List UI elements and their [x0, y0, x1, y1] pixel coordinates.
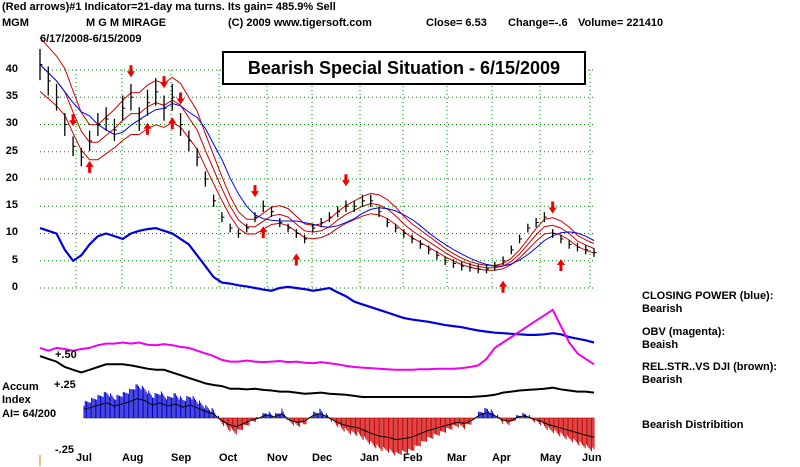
buy-arrow [259, 226, 268, 239]
buy-arrow [499, 280, 508, 293]
buy-arrow [292, 253, 301, 266]
close-value: Close= 6.53 [426, 17, 487, 29]
accum-index-bars [83, 384, 595, 456]
relstr-path [39, 355, 595, 398]
accum-label-line1: Accum [2, 381, 39, 393]
chart-title-banner: Bearish Special Situation - 6/15/2009 [222, 51, 586, 85]
closing-power-title: CLOSING POWER (blue): [642, 290, 774, 302]
obv-legend: OBV (magenta): Beaish [642, 326, 725, 352]
y-tick-label: 35 [5, 90, 18, 102]
y-tick-label: 30 [5, 117, 18, 129]
change-value: Change=-.6 [508, 17, 568, 29]
indicator-header: (Red arrows)#1 Indicator=21-day ma turns… [2, 1, 336, 13]
obv-path [39, 308, 595, 371]
x-tick-label: Sep [171, 452, 192, 464]
closing-power-line [39, 226, 595, 344]
x-tick-label: May [540, 452, 562, 464]
x-tick-label: Aug [122, 452, 144, 464]
y-tick-label: 25 [5, 145, 18, 157]
x-tick-label: Apr [492, 452, 511, 464]
obv-line [39, 308, 595, 371]
distribution-legend: Bearish Distribition [642, 419, 744, 431]
buy-arrow [556, 258, 565, 271]
buy-arrow [85, 160, 94, 173]
obv-status: Beaish [642, 339, 679, 351]
y-tick-label: 40 [5, 63, 18, 75]
y-tick-label: 0 [11, 281, 18, 293]
company-name: M G M MIRAGE [86, 17, 167, 29]
accum-plus25-label: +.25 [54, 379, 76, 391]
x-tick-label: Jul [76, 452, 92, 464]
sell-arrow [341, 174, 350, 187]
ma-red [39, 64, 595, 269]
x-tick-label: Jan [360, 452, 379, 464]
relstr-title: REL.STR..VS DJI (brown): [642, 361, 778, 373]
accum-label-line2: Index [2, 394, 31, 406]
price-bars [39, 48, 597, 274]
relstr-legend: REL.STR..VS DJI (brown): Bearish [642, 361, 777, 387]
y-tick-label: 5 [11, 254, 18, 266]
obv-title: OBV (magenta): [642, 326, 726, 338]
x-tick-label: Dec [312, 452, 333, 464]
closing-power-path [39, 226, 595, 344]
x-tick-label: Mar [447, 452, 467, 464]
closing-power-legend: CLOSING POWER (blue): Bearish [642, 290, 773, 316]
buy-arrow [168, 117, 177, 130]
accum-ma-line [83, 398, 595, 441]
relstr-line [39, 355, 595, 398]
moving-averages [39, 37, 595, 271]
date-range: 6/17/2008-6/15/2009 [40, 33, 142, 45]
copyright-source: (C) 2009 www.tigersoft.com [228, 17, 372, 29]
closing-power-status: Bearish [642, 303, 683, 315]
lower-band [39, 91, 595, 271]
x-tick-label: Jun [582, 452, 602, 464]
signal-arrows [69, 65, 565, 293]
upper-band [39, 37, 595, 266]
ticker-symbol: MGM [2, 17, 29, 29]
x-tick-label: Oct [219, 452, 238, 464]
sell-arrow [160, 76, 169, 89]
ma-blue [39, 64, 595, 267]
accum-minus25-label: -.25 [55, 444, 74, 456]
volume-value: Volume= 221410 [578, 17, 664, 29]
relstr-status: Bearish [642, 374, 683, 386]
y-tick-label: 20 [5, 172, 18, 184]
sell-arrow [126, 65, 135, 78]
x-tick-label: Nov [267, 452, 288, 464]
y-tick-label: 10 [5, 226, 18, 238]
sell-arrow [548, 201, 557, 214]
accum-plus50-label: +.50 [55, 349, 77, 361]
y-tick-label: 15 [5, 199, 18, 211]
x-tick-label: Feb [403, 452, 423, 464]
accum-ai-value: AI= 64/200 [2, 408, 57, 420]
sell-arrow [176, 92, 185, 105]
sell-arrow [250, 185, 259, 198]
sell-arrow [69, 114, 78, 127]
buy-arrow [143, 122, 152, 135]
